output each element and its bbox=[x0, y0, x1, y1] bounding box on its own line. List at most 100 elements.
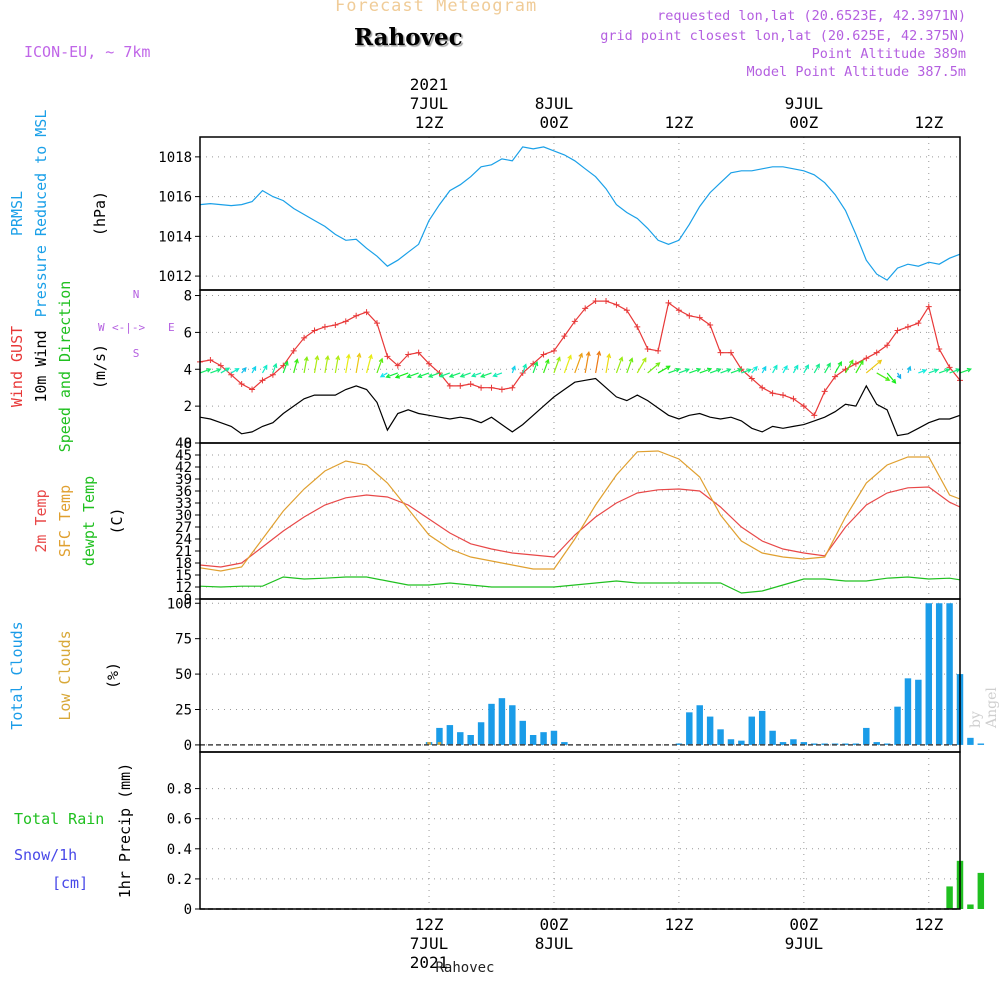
clouds-ylabel: (%) bbox=[104, 662, 122, 689]
compass-cross: <-|-> bbox=[112, 321, 145, 334]
clouds-bar bbox=[758, 710, 766, 745]
clouds-bar bbox=[467, 735, 474, 745]
wind-arrow-head bbox=[737, 367, 743, 373]
wind-arrow-head bbox=[225, 367, 231, 372]
gust-point bbox=[603, 298, 610, 305]
wind-arrow bbox=[949, 368, 960, 374]
precip-ytick-label: 0.8 bbox=[167, 782, 192, 798]
clouds-bar bbox=[769, 730, 776, 745]
temperature-ytick-label: 12 bbox=[175, 580, 192, 596]
clouds-bar bbox=[863, 727, 870, 745]
compass-e: E bbox=[168, 321, 175, 334]
wind-arrow-head bbox=[345, 353, 351, 359]
bottom-time-label: 12Z bbox=[664, 915, 693, 934]
wind-arrow bbox=[449, 372, 461, 378]
gust-point bbox=[665, 299, 672, 306]
wind-arrow-head bbox=[379, 372, 385, 378]
wind-ytick-label: 8 bbox=[184, 289, 192, 305]
gust-point bbox=[613, 301, 620, 308]
precip-panel: 0 0.2 0.4 0.6 0.8 1hr Precip (mm) Total Rain Sn… bbox=[14, 751, 985, 918]
wind-arrow-head bbox=[596, 350, 602, 356]
chart-title: Forecast Meteogram bbox=[335, 0, 538, 16]
wind-arrow bbox=[657, 365, 671, 374]
gust-point bbox=[884, 342, 891, 349]
wind-arrow-head bbox=[303, 355, 309, 362]
wind-arrow-head bbox=[216, 368, 222, 373]
clouds-bar bbox=[800, 742, 808, 745]
wind-arrow bbox=[345, 354, 350, 374]
wind-arrow-head bbox=[826, 362, 831, 368]
temperature-ytick-label: 24 bbox=[175, 532, 192, 548]
wind-arrow bbox=[782, 365, 788, 374]
gust-point bbox=[800, 403, 807, 410]
wind-arrow-head bbox=[752, 365, 758, 371]
pressure-ytick-label: 1014 bbox=[158, 229, 192, 245]
wind-arrow bbox=[563, 355, 572, 374]
wind-arrow-head bbox=[417, 373, 423, 379]
wind-arrow-head bbox=[544, 358, 550, 364]
temperature-ytick-label: 48 bbox=[175, 436, 192, 452]
wind-arrow-head bbox=[933, 368, 939, 374]
wind-arrow-head bbox=[427, 373, 434, 378]
gust-point bbox=[925, 303, 932, 310]
wind-arrow bbox=[720, 368, 731, 374]
clouds-bar bbox=[946, 603, 953, 745]
wind-ytick-label: 6 bbox=[184, 325, 192, 341]
wind-arrow bbox=[261, 365, 268, 374]
gust-point bbox=[696, 314, 703, 321]
clouds-bar bbox=[540, 732, 547, 745]
gust-point bbox=[675, 307, 682, 314]
model-label: ICON-EU, ~ 7km bbox=[24, 43, 151, 61]
gust-point bbox=[217, 362, 224, 369]
wind-arrow bbox=[792, 365, 799, 374]
bottom-time-label: 00Z bbox=[789, 915, 818, 934]
temperature-ytick-label: 9 bbox=[184, 592, 192, 608]
gust-point bbox=[550, 347, 557, 354]
wind-arrow-head bbox=[804, 364, 809, 370]
clouds-ytick-label: 0 bbox=[184, 738, 192, 754]
gust-point bbox=[457, 382, 464, 389]
wind-arrow-head bbox=[479, 373, 486, 378]
precip-ytick-label: 0.4 bbox=[167, 842, 192, 858]
wind-arrow-head bbox=[706, 367, 713, 373]
wind-arrow bbox=[303, 357, 308, 374]
wind-arrow bbox=[532, 361, 538, 374]
wind-arrow bbox=[803, 364, 809, 374]
clouds-bar bbox=[550, 730, 558, 745]
wind-arrow bbox=[272, 363, 277, 374]
wind-arrow bbox=[689, 368, 701, 374]
wind-arrow bbox=[334, 356, 339, 374]
wind-arrow bbox=[709, 368, 721, 374]
wind-arrow-head bbox=[234, 368, 240, 373]
gust-point bbox=[832, 373, 839, 380]
gust-point bbox=[936, 345, 943, 352]
wind-arrow-head bbox=[761, 365, 767, 371]
clouds-bar bbox=[748, 716, 756, 745]
wind-arrow-head bbox=[618, 356, 624, 362]
wind-arrow-head bbox=[533, 360, 539, 367]
pressure-panel: 1012 1014 1016 1018 PRMSL Pressure Reduced to… bbox=[8, 110, 961, 317]
clouds-bar bbox=[873, 742, 880, 745]
wind-arrow-head bbox=[696, 367, 702, 373]
model-altitude: Model Point Altitude 387.5m bbox=[746, 64, 966, 80]
bottom-time-label: 8JUL bbox=[535, 934, 574, 953]
wind-arrow-head bbox=[877, 359, 883, 365]
precip-bar bbox=[946, 886, 953, 909]
wind-arrow-head bbox=[206, 367, 212, 373]
clouds-bar bbox=[852, 743, 860, 745]
wind-arrow bbox=[668, 368, 680, 374]
gust-point bbox=[467, 381, 474, 388]
wind-arrow-head bbox=[470, 372, 477, 378]
top-time-label: 00Z bbox=[540, 113, 569, 132]
wind-arrow bbox=[439, 372, 451, 378]
top-time-label: 12Z bbox=[415, 113, 444, 132]
temperature-ytick-label: 18 bbox=[175, 556, 192, 572]
bottom-time-label: 7JUL bbox=[410, 934, 449, 953]
gust-point bbox=[592, 298, 599, 305]
top-time-label: 12Z bbox=[664, 113, 693, 132]
clouds-bar bbox=[717, 729, 724, 745]
temperature-series-0 bbox=[199, 486, 961, 568]
gust-point bbox=[769, 390, 776, 397]
top-time-label: 9JUL bbox=[785, 94, 824, 113]
